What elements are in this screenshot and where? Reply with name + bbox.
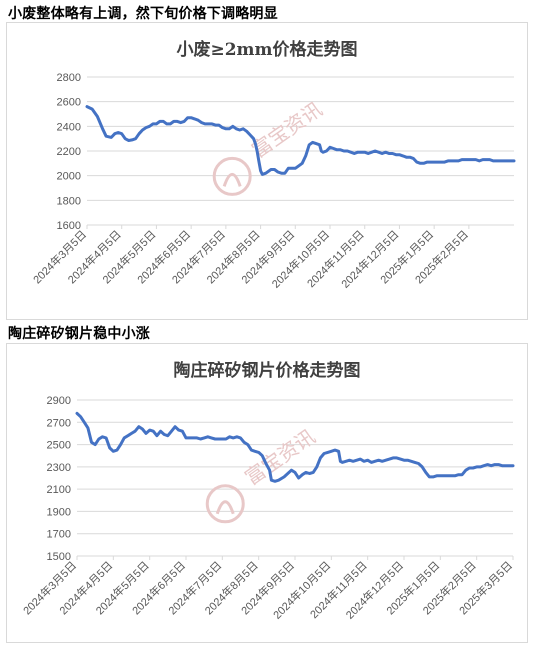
y-tick-label: 1600 — [57, 220, 81, 232]
y-tick-label: 1700 — [47, 529, 71, 541]
y-tick-label: 2200 — [57, 146, 81, 158]
svg-text:富宝资讯: 富宝资讯 — [247, 97, 326, 163]
y-tick-label: 2100 — [47, 484, 71, 496]
y-tick-label: 1800 — [57, 195, 81, 207]
chart-title-1: 小废≥2mm价格走势图 — [176, 40, 358, 60]
y-tick-label: 1900 — [47, 506, 71, 518]
section-heading-2: 陶庄碎矽钢片稳中小涨 — [8, 326, 150, 342]
y-tick-label: 2400 — [57, 121, 81, 133]
y-tick-label: 2900 — [47, 395, 71, 407]
y-tick-label: 2300 — [47, 462, 71, 474]
series-line-1 — [85, 105, 516, 176]
chart-panel-1: 小废≥2mm价格走势图 1600 1800 2000 2200 2400 2600 2800… — [6, 22, 528, 320]
chart-panel-2: 陶庄碎矽钢片价格走势图 1500 1700 1900 2100 2300 2500 2700… — [6, 343, 528, 643]
line-chart-1: 1600180020002200240026002800富宝资讯2024年3月5… — [30, 72, 516, 291]
y-tick-label: 2600 — [57, 97, 81, 109]
chart-title-2: 陶庄碎矽钢片价格走势图 — [173, 361, 361, 381]
y-tick-label: 2000 — [57, 171, 81, 183]
section-heading-1: 小废整体略有上调，然下旬价格下调略明显 — [8, 6, 278, 22]
line-chart-2: 15001700190021002300250027002900富宝资讯2024… — [20, 395, 515, 622]
y-tick-label: 2800 — [57, 72, 81, 84]
y-tick-label: 2700 — [47, 417, 71, 429]
y-tick-label: 1500 — [47, 551, 71, 563]
series-line-1 — [75, 411, 515, 483]
y-tick-label: 2500 — [47, 440, 71, 452]
